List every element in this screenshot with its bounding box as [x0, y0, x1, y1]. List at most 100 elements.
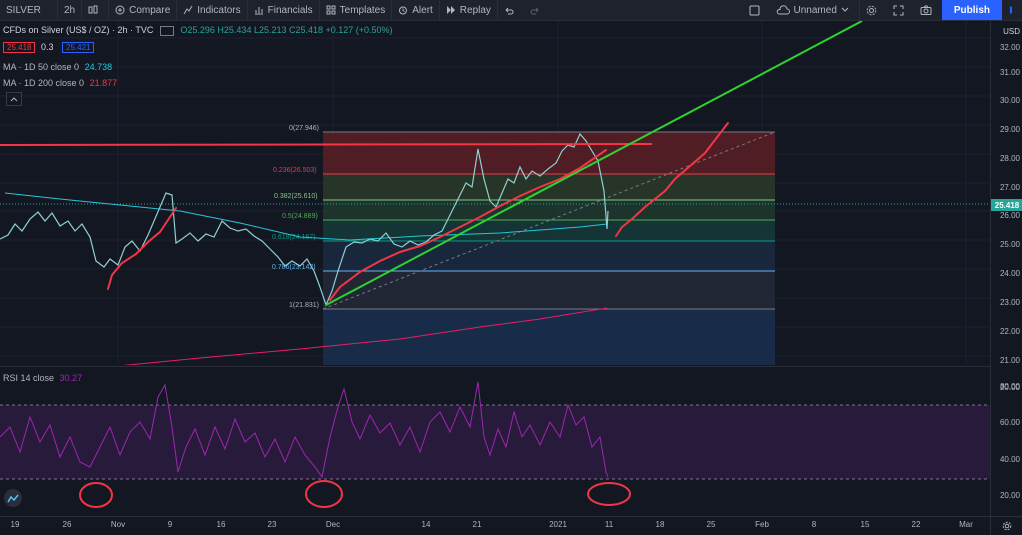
fib-label-1: 1(21.831): [289, 302, 319, 309]
templates-label: Templates: [339, 4, 386, 16]
fib-label-0786: 0.786(23.142): [272, 264, 316, 271]
undo-icon: [505, 7, 514, 15]
rsi-label-20: 20.00: [999, 491, 1020, 500]
price-label-20: 20.00: [999, 383, 1020, 392]
price-scale[interactable]: USD 32.00 31.00 30.00 29.00 28.00 27.00 …: [990, 21, 1022, 516]
ma200-value: 21.877: [89, 78, 118, 88]
ma200-label: MA · 1D 200 close 0: [3, 78, 85, 88]
ma-200-line: [123, 307, 608, 365]
fib-label-05: 0.5(24.889): [282, 213, 318, 220]
price-label-21: 21.00: [999, 356, 1020, 365]
interval-label: 2h: [64, 4, 76, 16]
undo-button[interactable]: [498, 0, 524, 20]
last-price-badge: 25.418: [991, 199, 1022, 211]
time-axis[interactable]: 19 26 Nov 9 16 23 Dec 14 21 2021 11 18 2…: [0, 516, 990, 535]
time-label: 2021: [549, 520, 567, 529]
replay-icon: [446, 6, 455, 14]
gear-icon: [1002, 521, 1012, 531]
hand-drawn-annotations: [107, 122, 729, 301]
price-label-25: 25.00: [999, 240, 1020, 249]
layout-name-button[interactable]: Unnamed: [770, 0, 860, 20]
rsi-label-60: 60.00: [999, 418, 1020, 427]
time-label: Nov: [110, 520, 126, 529]
financials-icon: [254, 7, 263, 15]
alarm-clock-icon: [399, 6, 408, 15]
snapshot-button[interactable]: [914, 0, 942, 20]
price-label-24: 24.00: [999, 269, 1020, 278]
price-label-22: 22.00: [999, 327, 1020, 336]
fib-label-0618: 0.618(24.167): [272, 234, 316, 241]
bid-badge[interactable]: 25.418: [3, 42, 36, 53]
fib-label-0: 0(27.946): [289, 125, 319, 132]
price-label-28: 28.00: [999, 154, 1020, 163]
price-label-30: 30.00: [999, 96, 1020, 105]
replay-button[interactable]: Replay: [440, 0, 498, 20]
compare-button[interactable]: Compare: [109, 0, 178, 20]
time-label: 21: [472, 520, 482, 529]
time-label: 9: [167, 520, 173, 529]
rsi-label-40: 40.00: [999, 455, 1020, 464]
price-label-23: 23.00: [999, 298, 1020, 307]
ma200-legend[interactable]: MA · 1D 200 close 0 21.877: [3, 78, 117, 88]
rsi-legend[interactable]: RSI 14 close 30.27: [3, 373, 82, 383]
symbol-label: SILVER: [6, 4, 41, 16]
indicators-icon: [183, 5, 193, 15]
price-label-31: 31.00: [999, 68, 1020, 77]
alert-button[interactable]: Alert: [392, 0, 440, 20]
fullscreen-icon: [893, 5, 904, 15]
chart-type-button[interactable]: [82, 0, 110, 20]
rsi-band: [0, 405, 990, 479]
indicators-button[interactable]: Indicators: [177, 0, 248, 20]
alert-label: Alert: [412, 4, 433, 16]
symbol-search[interactable]: SILVER: [0, 0, 58, 20]
ask-badge[interactable]: 25.421: [62, 42, 95, 53]
price-label-26: 26.00: [999, 211, 1020, 220]
right-panel-toggle[interactable]: [1002, 0, 1022, 20]
templates-icon: [326, 5, 336, 15]
play-icon: [1010, 6, 1012, 14]
time-label: 14: [421, 520, 431, 529]
fib-label-0236: 0.236(26.503): [273, 167, 317, 174]
price-label-29: 29.00: [999, 125, 1020, 134]
layout-name: Unnamed: [793, 4, 837, 16]
time-label: 16: [216, 520, 226, 529]
interval-selector[interactable]: 2h: [58, 0, 83, 20]
bid-ask-row: 25.418 0.3 25.421: [3, 42, 97, 53]
main-chart-pane[interactable]: 0(27.946) 0.236(26.503) 0.382(25.610) 0.…: [0, 21, 990, 365]
time-label: 19: [10, 520, 20, 529]
publish-button[interactable]: Publish: [941, 0, 1002, 20]
rsi-chart-svg: [0, 381, 990, 508]
rsi-label: RSI 14 close: [3, 373, 55, 383]
legend-toggle-icon[interactable]: [159, 25, 174, 36]
collapse-legend-button[interactable]: [6, 92, 22, 106]
rsi-label-80: 80.00: [999, 382, 1020, 391]
templates-button[interactable]: Templates: [320, 0, 393, 20]
axis-settings-button[interactable]: [990, 516, 1022, 535]
currency-label: USD: [1003, 27, 1020, 36]
financials-button[interactable]: Financials: [248, 0, 320, 20]
redo-button[interactable]: [524, 0, 550, 20]
publish-label: Publish: [953, 4, 990, 16]
compare-label: Compare: [129, 4, 171, 16]
ma50-value: 24.738: [84, 62, 113, 72]
fullscreen-button[interactable]: [887, 0, 914, 20]
settings-button[interactable]: [860, 0, 887, 20]
ma50-legend[interactable]: MA · 1D 50 close 0 24.738: [3, 62, 112, 72]
rsi-pane[interactable]: RSI 14 close 30.27: [0, 366, 990, 517]
time-label: 22: [911, 520, 921, 529]
resistance-line: [0, 143, 653, 146]
tradingview-logo-button[interactable]: [4, 489, 22, 507]
time-label: Feb: [755, 520, 769, 529]
candles-icon: [88, 5, 98, 14]
plus-circle-icon: [115, 5, 125, 15]
camera-icon: [920, 5, 932, 15]
fib-labels: 0(27.946) 0.236(26.503) 0.382(25.610) 0.…: [272, 125, 319, 309]
cloud-icon: [776, 5, 790, 15]
layout-toggle-button[interactable]: [743, 0, 770, 20]
price-candles: [0, 132, 609, 307]
redo-icon: [530, 7, 539, 15]
rsi-line: [0, 381, 609, 479]
gear-icon: [866, 5, 877, 15]
time-label: 15: [860, 520, 870, 529]
symbol-title: CFDs on Silver (US$ / OZ) · 2h · TVC: [3, 25, 154, 35]
